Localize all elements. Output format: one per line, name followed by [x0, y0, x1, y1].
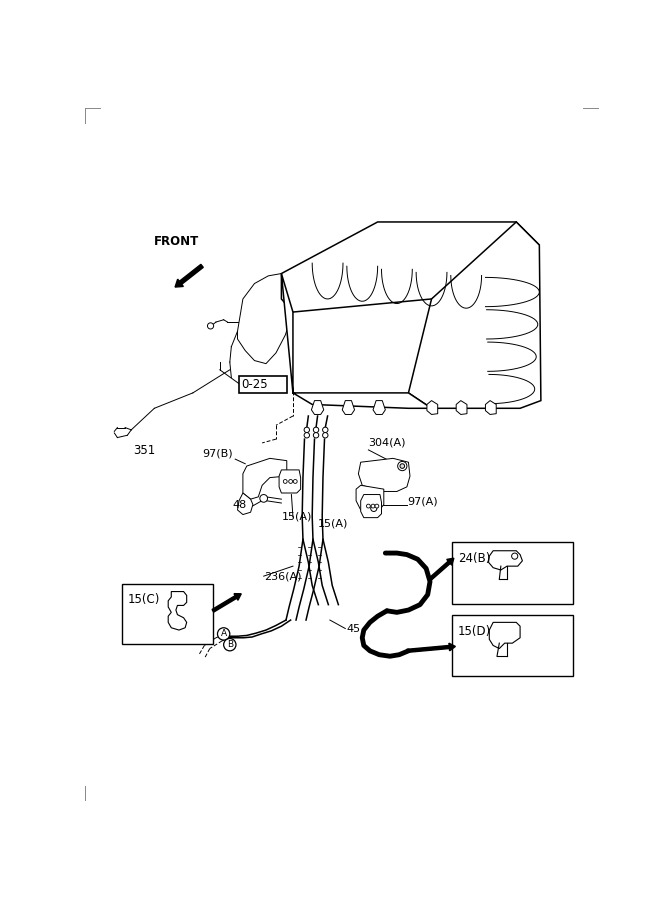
Circle shape	[313, 433, 319, 438]
FancyArrow shape	[407, 644, 456, 652]
Bar	[452, 543, 573, 604]
Circle shape	[323, 428, 328, 433]
Bar	[122, 584, 213, 644]
Text: 304(A): 304(A)	[368, 437, 406, 447]
Polygon shape	[237, 493, 253, 515]
Polygon shape	[408, 222, 541, 409]
Polygon shape	[490, 623, 520, 649]
Circle shape	[371, 505, 377, 511]
Circle shape	[375, 504, 379, 508]
Polygon shape	[373, 400, 386, 415]
Circle shape	[313, 428, 319, 433]
Text: 15(A): 15(A)	[317, 519, 348, 529]
FancyArrow shape	[212, 594, 241, 612]
Text: 48: 48	[233, 500, 247, 510]
Circle shape	[366, 504, 370, 508]
Circle shape	[260, 494, 267, 502]
Text: A: A	[221, 629, 227, 638]
Polygon shape	[342, 400, 355, 415]
Polygon shape	[281, 222, 540, 312]
Polygon shape	[361, 494, 382, 518]
Text: 15(C): 15(C)	[128, 593, 161, 606]
Circle shape	[398, 462, 407, 471]
Polygon shape	[358, 458, 410, 491]
Circle shape	[371, 504, 375, 508]
Text: 15(A): 15(A)	[281, 511, 311, 521]
Text: 97(A): 97(A)	[407, 497, 438, 507]
Polygon shape	[281, 274, 432, 409]
Circle shape	[283, 480, 287, 483]
Circle shape	[293, 480, 297, 483]
Text: 236(A): 236(A)	[263, 572, 301, 581]
Polygon shape	[356, 485, 384, 512]
Polygon shape	[456, 400, 467, 415]
Text: B: B	[227, 640, 233, 649]
Text: 15(D): 15(D)	[458, 626, 491, 638]
Bar	[452, 615, 573, 676]
Circle shape	[304, 433, 309, 438]
FancyArrow shape	[175, 265, 203, 287]
FancyArrow shape	[429, 558, 454, 580]
Text: 97(B): 97(B)	[202, 448, 233, 458]
Circle shape	[400, 464, 405, 468]
Circle shape	[289, 480, 293, 483]
Text: FRONT: FRONT	[154, 235, 199, 248]
Circle shape	[512, 554, 518, 559]
Polygon shape	[168, 591, 187, 630]
Text: 351: 351	[133, 445, 155, 457]
Circle shape	[217, 628, 230, 640]
Polygon shape	[486, 400, 496, 415]
Circle shape	[207, 323, 213, 329]
Polygon shape	[488, 551, 522, 570]
Polygon shape	[311, 400, 323, 415]
Text: 45: 45	[347, 624, 361, 634]
Polygon shape	[237, 274, 293, 364]
Text: 0-25: 0-25	[241, 378, 268, 392]
Circle shape	[323, 433, 328, 438]
Polygon shape	[279, 470, 301, 493]
Circle shape	[223, 638, 236, 651]
Polygon shape	[243, 458, 287, 500]
Polygon shape	[427, 400, 438, 415]
Circle shape	[304, 428, 309, 433]
Text: 24(B): 24(B)	[458, 553, 490, 565]
Bar	[239, 376, 287, 393]
